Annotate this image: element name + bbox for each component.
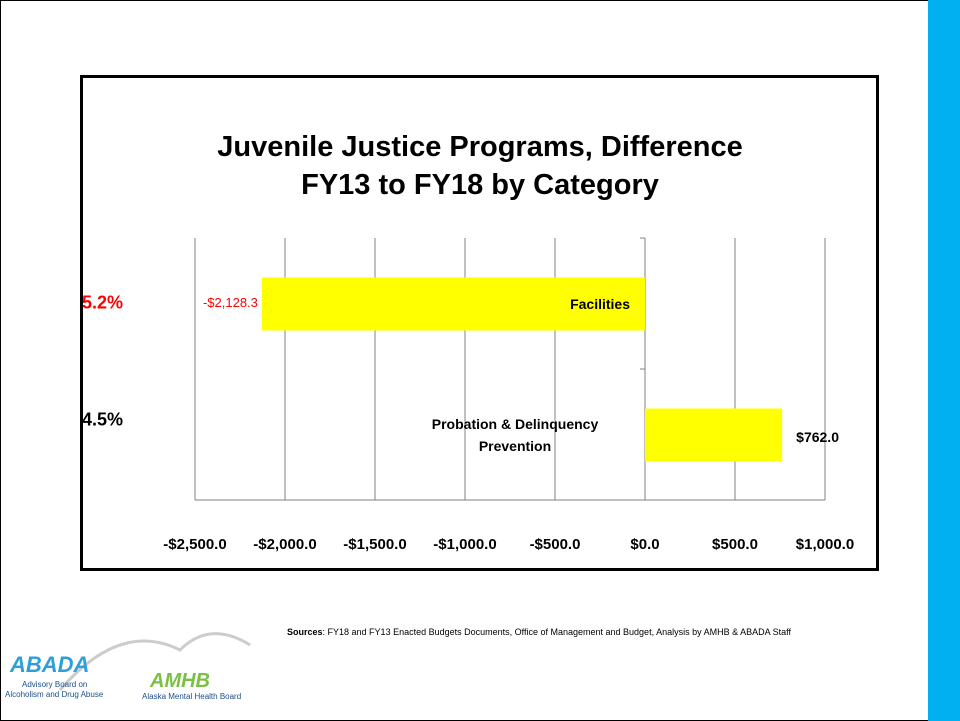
x-tick-label: -$1,500.0 [343,536,406,553]
x-tick-label: $0.0 [630,536,659,553]
data-label: $762.0 [796,429,839,445]
logo-abada: ABADA [10,652,90,677]
data-label: -$2,128.3 [203,295,258,310]
x-tick-label: $1,000.0 [796,536,854,553]
x-tick-label: -$2,000.0 [253,536,316,553]
x-tick-label: -$1,000.0 [433,536,496,553]
annotation: 5.2% [82,292,123,312]
source-text: : FY18 and FY13 Enacted Budgets Document… [322,627,791,637]
logo-amhb-line: Alaska Mental Health Board [142,692,242,701]
logo-amhb: AMHB [150,670,210,692]
x-tick-label: -$500.0 [530,536,581,553]
side-band [928,0,960,721]
source-label: Sources [287,627,323,637]
source: Sources: FY18 and FY13 Enacted Budgets D… [287,626,807,638]
annotation: 4.5% [82,409,123,429]
bar [645,408,783,462]
x-tick-label: $500.0 [712,536,758,553]
category-label: Probation & Delinquency Prevention [431,415,599,454]
x-tick-label: -$2,500.0 [163,536,226,553]
bar [261,277,645,331]
logo-mountain [58,632,251,691]
logo-abada-line: Advisory Board on [22,680,88,689]
logo-abada-line: Alcoholism and Drug Abuse [5,690,104,699]
chart-frame [80,75,879,571]
category-label: Facilities [570,295,630,312]
chart-title: Juvenile Justice Programs, Difference FY… [217,131,743,201]
